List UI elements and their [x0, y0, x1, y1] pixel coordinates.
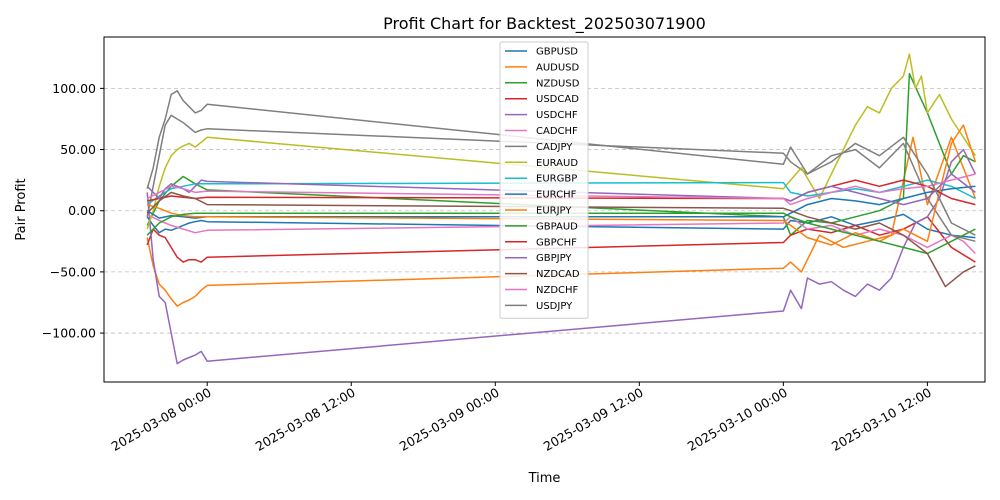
legend-label: EURAUD: [536, 158, 578, 169]
y-tick-layer: 100.00 50.00 0.00 −50.00 −100.00: [42, 81, 104, 341]
legend-label: CADJPY: [536, 142, 573, 153]
legend-label: CADCHF: [536, 126, 578, 137]
series-line-nzdcad: [146, 191, 976, 288]
x-tick-label: 2025-03-10 12:00: [829, 385, 934, 454]
series-line-cadchf: [146, 213, 976, 255]
series-line-nzdusd: [146, 72, 976, 236]
legend-box: [499, 41, 589, 319]
x-tick-label: 2025-03-08 00:00: [109, 385, 214, 454]
plot-frame: [103, 36, 986, 383]
series-line-euraud: [146, 53, 977, 230]
y-tick-label: 50.00: [60, 142, 96, 157]
x-tick-layer: 2025-03-08 00:00 2025-03-08 12:00 2025-03-…: [109, 382, 934, 454]
legend: GBPUSD AUDUSD NZDUSD USDCAD USDCHF CADCHF CADJ…: [499, 41, 589, 319]
legend-label: NZDCHF: [536, 285, 579, 296]
series-layer: [146, 53, 977, 365]
legend-label: NZDUSD: [536, 78, 580, 89]
legend-label: GBPJPY: [536, 253, 572, 264]
legend-label: AUDUSD: [536, 62, 580, 73]
series-line-gbpaud: [146, 212, 976, 255]
legend-label: EURGBP: [536, 174, 577, 185]
series-line-usdchf: [146, 148, 977, 365]
series-line-usdjpy: [146, 90, 976, 236]
x-tick-label: 2025-03-10 00:00: [685, 385, 790, 454]
series-line-cadjpy: [146, 114, 976, 243]
y-tick-label: 0.00: [68, 203, 96, 218]
legend-label: USDJPY: [536, 301, 573, 312]
y-axis-title: Pair Profit: [14, 178, 29, 240]
legend-label: GBPAUD: [536, 221, 578, 232]
series-line-nzdchf: [146, 173, 976, 206]
legend-label: NZDCAD: [536, 269, 580, 280]
y-tick-label: 100.00: [52, 81, 96, 96]
legend-label: GBPUSD: [536, 47, 578, 58]
x-axis-title: Time: [528, 471, 561, 486]
series-line-gbpjpy: [146, 173, 976, 206]
chart-title: Profit Chart for Backtest_202503071900: [383, 14, 706, 34]
legend-label: USDCHF: [536, 110, 578, 121]
legend-label: USDCAD: [536, 94, 579, 105]
y-tick-label: −100.00: [42, 326, 96, 341]
y-tick-label: −50.00: [50, 264, 96, 279]
series-group: [146, 53, 977, 365]
x-tick-label: 2025-03-09 00:00: [397, 385, 502, 454]
legend-label: EURJPY: [536, 206, 572, 217]
legend-label: EURCHF: [536, 190, 577, 201]
legend-label: GBPCHF: [536, 237, 577, 248]
x-tick-label: 2025-03-09 12:00: [541, 385, 646, 454]
x-tick-label: 2025-03-08 12:00: [253, 385, 358, 454]
